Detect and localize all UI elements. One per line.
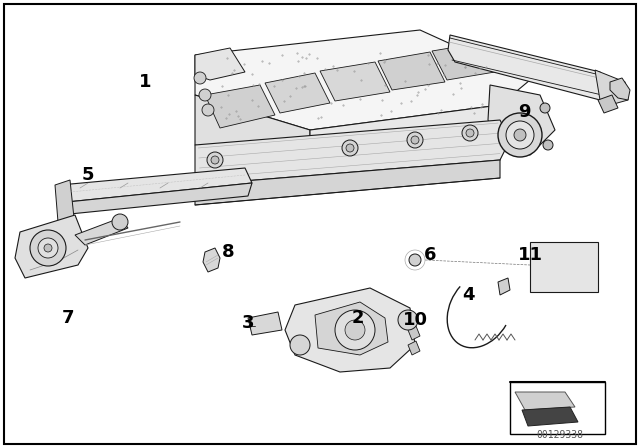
- Polygon shape: [205, 85, 275, 128]
- Text: 4: 4: [461, 286, 474, 304]
- Circle shape: [540, 103, 550, 113]
- Circle shape: [543, 140, 553, 150]
- Circle shape: [342, 140, 358, 156]
- Bar: [510, 382, 605, 434]
- Text: 00129338: 00129338: [536, 430, 584, 440]
- Circle shape: [211, 156, 219, 164]
- Polygon shape: [55, 180, 74, 222]
- Polygon shape: [60, 183, 252, 215]
- Circle shape: [498, 113, 542, 157]
- Circle shape: [514, 129, 526, 141]
- Polygon shape: [60, 168, 252, 202]
- Polygon shape: [248, 312, 282, 335]
- Circle shape: [462, 125, 478, 141]
- Circle shape: [112, 214, 128, 230]
- Polygon shape: [75, 218, 128, 245]
- Circle shape: [506, 121, 534, 149]
- Circle shape: [411, 136, 419, 144]
- Polygon shape: [315, 302, 388, 355]
- Text: 5: 5: [82, 166, 94, 184]
- Circle shape: [409, 254, 421, 266]
- Polygon shape: [448, 35, 608, 100]
- Circle shape: [194, 72, 206, 84]
- Polygon shape: [285, 288, 415, 372]
- Polygon shape: [195, 30, 530, 130]
- Polygon shape: [408, 326, 420, 340]
- Polygon shape: [432, 43, 495, 80]
- Polygon shape: [515, 392, 575, 410]
- Circle shape: [345, 320, 365, 340]
- Text: 3: 3: [242, 314, 254, 332]
- Polygon shape: [408, 341, 420, 355]
- Circle shape: [44, 244, 52, 252]
- Polygon shape: [195, 160, 500, 205]
- Polygon shape: [598, 95, 618, 113]
- Text: 7: 7: [61, 309, 74, 327]
- Polygon shape: [488, 85, 555, 155]
- Text: 6: 6: [424, 246, 436, 264]
- Text: 2: 2: [352, 309, 364, 327]
- Circle shape: [407, 132, 423, 148]
- Polygon shape: [195, 95, 310, 175]
- Text: 1: 1: [139, 73, 151, 91]
- Circle shape: [199, 89, 211, 101]
- Polygon shape: [522, 407, 578, 426]
- Text: 10: 10: [403, 311, 428, 329]
- Polygon shape: [320, 62, 390, 101]
- Bar: [530, 242, 598, 292]
- Circle shape: [335, 310, 375, 350]
- Circle shape: [398, 310, 418, 330]
- Circle shape: [290, 335, 310, 355]
- Polygon shape: [265, 73, 330, 113]
- Polygon shape: [378, 52, 445, 90]
- Polygon shape: [310, 105, 500, 175]
- Circle shape: [38, 238, 58, 258]
- Polygon shape: [203, 248, 220, 272]
- Polygon shape: [15, 215, 88, 278]
- Polygon shape: [195, 120, 510, 185]
- Polygon shape: [610, 78, 630, 100]
- Circle shape: [346, 144, 354, 152]
- Circle shape: [207, 152, 223, 168]
- Polygon shape: [195, 48, 245, 80]
- Text: 9: 9: [518, 103, 531, 121]
- Circle shape: [466, 129, 474, 137]
- Polygon shape: [595, 70, 628, 105]
- Circle shape: [30, 230, 66, 266]
- Text: 11: 11: [518, 246, 543, 264]
- Polygon shape: [498, 278, 510, 295]
- Text: 8: 8: [221, 243, 234, 261]
- Circle shape: [202, 104, 214, 116]
